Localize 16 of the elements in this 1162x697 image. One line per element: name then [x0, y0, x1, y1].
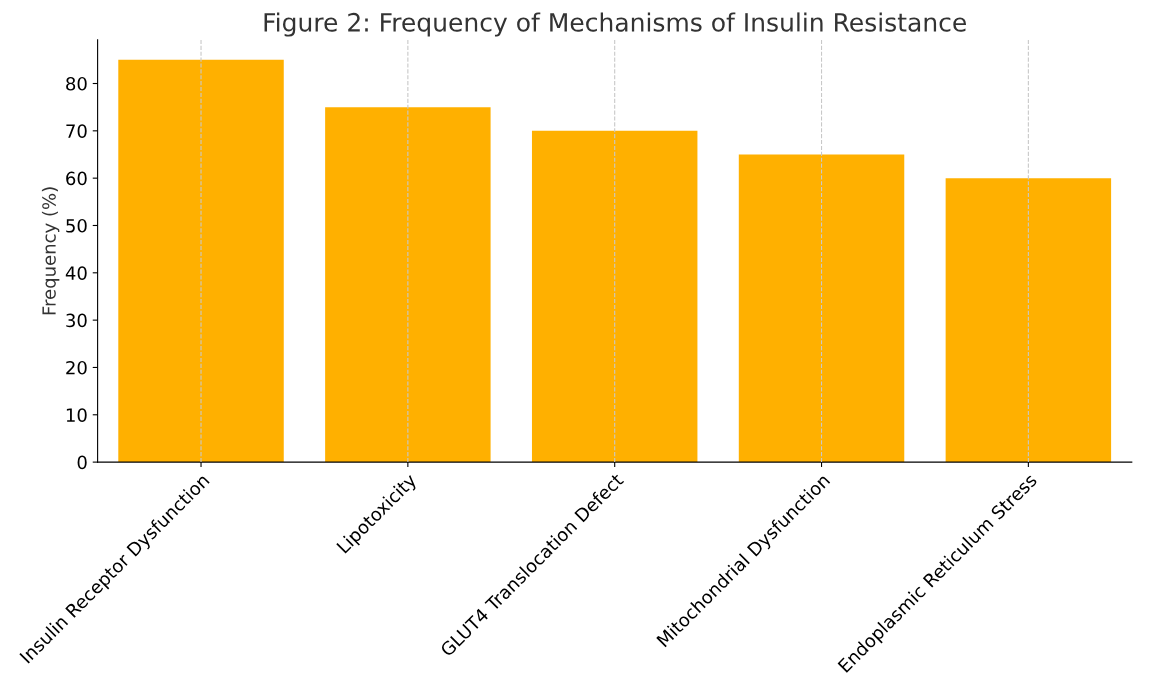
bar — [738, 154, 905, 463]
y-tick-label: 50 — [66, 218, 87, 233]
y-tick-label: 10 — [66, 408, 87, 422]
y-tick-label: 30 — [66, 313, 87, 328]
y-tick-label: 20 — [66, 360, 87, 375]
bar — [118, 59, 284, 463]
y-tick-label: 60 — [66, 171, 87, 186]
bar — [325, 107, 491, 463]
bar — [945, 178, 1112, 463]
y-tick-label: 80 — [66, 76, 87, 91]
chart-title: Figure 2: Frequency of Mechanisms of Insulin Resistance — [264, 12, 966, 37]
y-tick-label: 70 — [66, 124, 87, 138]
bar — [531, 130, 698, 463]
y-axis-title: Frequency (%) — [41, 187, 60, 315]
y-tick-label: 40 — [65, 266, 87, 280]
y-tick-label: 0 — [77, 455, 87, 470]
